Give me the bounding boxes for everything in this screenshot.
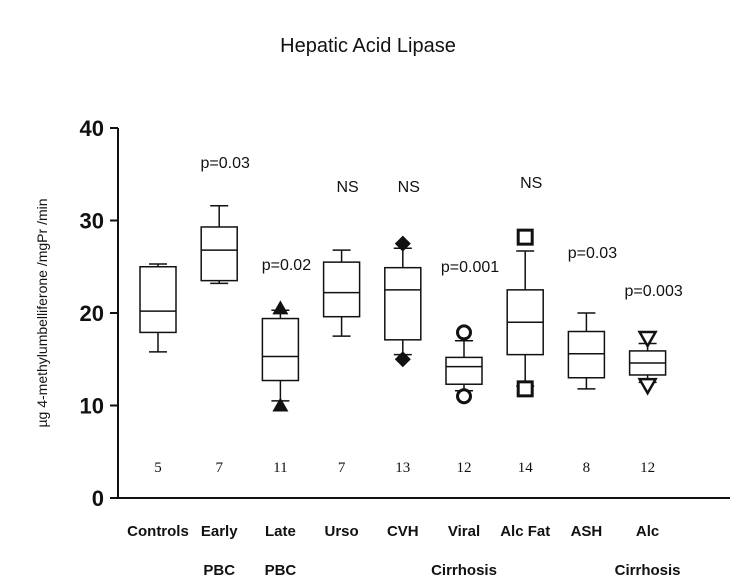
outlier-point xyxy=(637,330,658,349)
sample-size-label: 5 xyxy=(154,460,162,476)
sample-size-label: 7 xyxy=(338,460,346,476)
outlier-point xyxy=(394,351,411,368)
x-category-label: Early xyxy=(201,523,238,540)
significance-annotation: NS xyxy=(520,175,542,192)
significance-annotation: p=0.001 xyxy=(441,259,499,276)
significance-annotation: NS xyxy=(336,179,358,196)
box-2 xyxy=(200,226,238,282)
x-category-label: Controls xyxy=(127,523,189,540)
significance-annotation: NS xyxy=(398,179,420,196)
outlier-point xyxy=(516,380,534,398)
sample-size-label: 12 xyxy=(457,460,472,476)
y-axis-label: µg 4-methylumbelliferone /mgPr /min xyxy=(34,198,50,427)
outlier-point xyxy=(272,397,289,412)
box-4 xyxy=(322,261,361,318)
outlier-point xyxy=(272,300,289,315)
box-8 xyxy=(567,330,606,379)
x-category-label-line2: Cirrhosis xyxy=(615,562,681,579)
box-6 xyxy=(445,356,483,385)
y-tick-label: 20 xyxy=(80,301,104,326)
sample-size-label: 13 xyxy=(395,460,410,476)
box-5 xyxy=(384,266,422,341)
outlier-point xyxy=(637,377,658,396)
x-category-label-line2: Cirrhosis xyxy=(431,562,497,579)
significance-annotation: p=0.03 xyxy=(201,155,250,172)
x-category-label-line2: PBC xyxy=(203,562,235,579)
box-1 xyxy=(139,266,177,334)
significance-annotation: p=0.003 xyxy=(624,283,682,300)
y-tick-label: 40 xyxy=(80,116,104,141)
y-tick-label: 0 xyxy=(92,486,104,511)
sample-size-label: 8 xyxy=(583,460,591,476)
outlier-point xyxy=(394,235,411,252)
x-category-label: Viral xyxy=(448,523,480,540)
x-category-label: Alc xyxy=(636,523,659,540)
chart-title: Hepatic Acid Lipase xyxy=(280,35,456,57)
sample-size-label: 14 xyxy=(518,460,534,476)
y-tick-label: 10 xyxy=(80,394,104,419)
x-category-label: ASH xyxy=(571,523,603,540)
box-3 xyxy=(261,317,300,382)
y-tick-label: 30 xyxy=(80,209,104,234)
sample-size-label: 11 xyxy=(273,460,287,476)
outlier-point xyxy=(516,228,534,246)
significance-annotation: p=0.03 xyxy=(568,245,617,262)
x-category-label: Urso xyxy=(325,523,359,540)
significance-annotation: p=0.02 xyxy=(262,257,311,274)
outlier-point xyxy=(456,324,472,341)
outlier-point xyxy=(456,388,472,405)
x-category-label-line2: PBC xyxy=(265,562,297,579)
sample-size-label: 12 xyxy=(640,460,655,476)
sample-size-label: 7 xyxy=(215,460,223,476)
x-category-label: Alc Fat xyxy=(500,523,550,540)
x-category-label: CVH xyxy=(387,523,419,540)
x-category-label: Late xyxy=(265,523,296,540)
